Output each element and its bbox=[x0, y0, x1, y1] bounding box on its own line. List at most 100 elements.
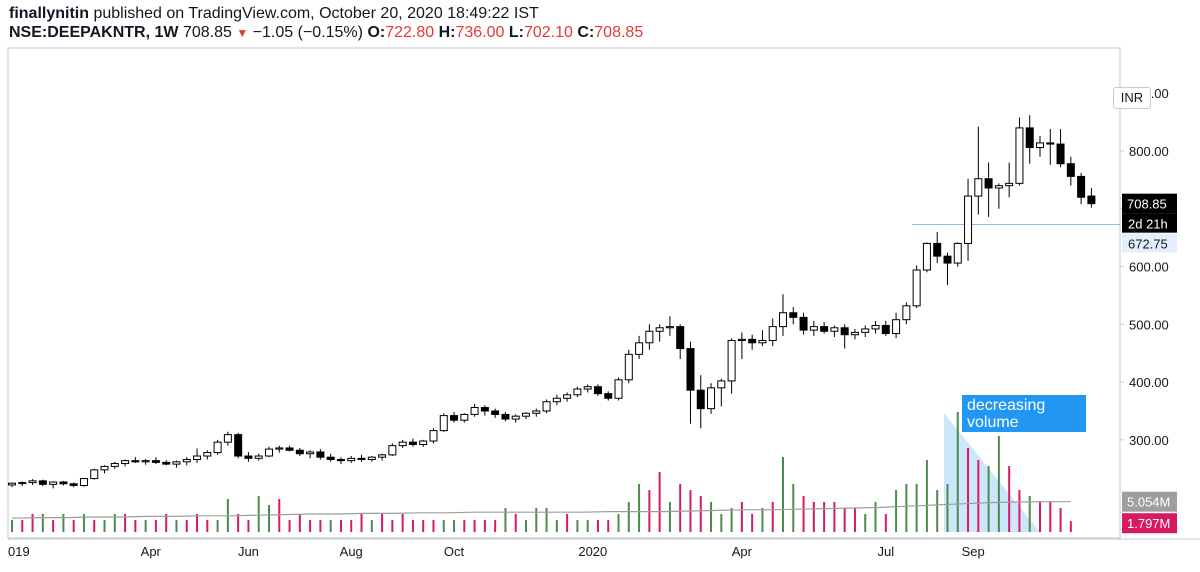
high-label: H: bbox=[438, 24, 456, 41]
candle-up bbox=[367, 456, 376, 460]
volume-bar bbox=[422, 520, 425, 532]
volume-bar bbox=[874, 502, 877, 532]
hline-price-label: 672.75 bbox=[1128, 237, 1168, 252]
volume-bar bbox=[607, 520, 610, 532]
candle-up bbox=[974, 178, 983, 197]
candle-up bbox=[110, 463, 119, 467]
volume-bar bbox=[11, 520, 13, 532]
volume-bar bbox=[843, 508, 846, 532]
candle-down bbox=[1056, 143, 1065, 165]
candle-up bbox=[511, 415, 520, 420]
candle-down bbox=[696, 389, 705, 410]
last-price-label: 708.85 bbox=[1127, 197, 1167, 212]
candle-down bbox=[491, 410, 500, 415]
candle-down bbox=[1087, 195, 1096, 205]
candle-up bbox=[892, 319, 901, 335]
candle-up bbox=[758, 339, 767, 344]
candle-up bbox=[850, 331, 859, 336]
volume-bar bbox=[483, 520, 486, 532]
volume-bar bbox=[699, 496, 702, 532]
y-tick-label: 600.00 bbox=[1129, 260, 1169, 275]
candle-up bbox=[347, 457, 356, 462]
volume-bar bbox=[627, 502, 630, 532]
volume-bar bbox=[268, 505, 270, 532]
candle-up bbox=[141, 460, 150, 463]
candle-up bbox=[573, 388, 582, 396]
candle-up bbox=[707, 387, 716, 410]
volume-ma-tag bbox=[1122, 491, 1177, 512]
publisher-line: finallynitin published on TradingView.co… bbox=[9, 5, 539, 23]
volume-bar bbox=[463, 520, 466, 532]
volume-bar bbox=[792, 484, 795, 532]
volume-bar bbox=[1018, 490, 1021, 532]
candle-up bbox=[624, 353, 633, 381]
volume-bars bbox=[11, 412, 1072, 532]
candle-down bbox=[480, 406, 489, 412]
candle-up bbox=[532, 410, 541, 414]
countdown-tag bbox=[1122, 213, 1177, 233]
candle-down bbox=[336, 458, 345, 462]
volume-bar bbox=[319, 520, 322, 532]
volume-ma-line bbox=[11, 501, 1071, 519]
candle-down bbox=[686, 348, 695, 391]
volume-bar bbox=[864, 514, 867, 532]
candle-up bbox=[213, 441, 222, 454]
candle-up bbox=[1015, 127, 1024, 184]
hline-price-tag bbox=[1122, 233, 1177, 253]
volume-bar bbox=[679, 484, 682, 532]
x-tick-label: Sep bbox=[962, 544, 985, 559]
volume-bar bbox=[668, 502, 671, 532]
candle-up bbox=[275, 447, 284, 450]
candle-up bbox=[1036, 142, 1044, 149]
volume-last-tag bbox=[1122, 513, 1177, 534]
candle-down bbox=[1066, 163, 1075, 177]
volume-bar bbox=[21, 520, 24, 532]
x-tick-label: Apr bbox=[732, 544, 753, 559]
candle-down bbox=[789, 312, 798, 318]
y-tick-label: 500.00 bbox=[1129, 317, 1169, 332]
candle-up bbox=[779, 312, 787, 328]
candle-up bbox=[809, 326, 818, 331]
volume-bar bbox=[977, 460, 980, 532]
volume-bar bbox=[586, 520, 589, 532]
volume-bar bbox=[1049, 502, 1052, 532]
annotation-line2: volume bbox=[967, 414, 1019, 431]
y-tick-label: 800.00 bbox=[1129, 144, 1169, 159]
volume-bar bbox=[185, 520, 188, 532]
candle-up bbox=[79, 478, 88, 486]
volume-bar bbox=[31, 514, 34, 532]
x-tick-label: 019 bbox=[8, 544, 30, 559]
candle-up bbox=[871, 324, 880, 330]
currency-button[interactable]: INR bbox=[1113, 87, 1151, 109]
volume-bar bbox=[1059, 508, 1062, 532]
volume-bar bbox=[812, 502, 815, 532]
candle-up bbox=[522, 412, 530, 417]
volume-bar bbox=[1028, 496, 1031, 532]
candle-down bbox=[357, 457, 366, 460]
volume-bar bbox=[925, 460, 928, 532]
volume-bar bbox=[494, 520, 497, 532]
volume-bar bbox=[514, 514, 517, 532]
volume-bar bbox=[596, 520, 599, 532]
volume-bar bbox=[710, 502, 713, 532]
publisher-user: finallynitin bbox=[9, 5, 89, 22]
candle-up bbox=[614, 379, 623, 399]
volume-bar bbox=[288, 520, 291, 532]
volume-bar bbox=[638, 484, 641, 532]
volume-bar bbox=[967, 448, 970, 532]
candle-down bbox=[984, 178, 993, 189]
candle-down bbox=[1025, 127, 1034, 149]
low-label: L: bbox=[508, 24, 524, 41]
volume-bar bbox=[298, 514, 301, 532]
volume-bar bbox=[442, 520, 445, 532]
volume-bar bbox=[1069, 521, 1072, 532]
volume-bar bbox=[761, 508, 764, 532]
candle-up bbox=[922, 242, 931, 271]
candle-up bbox=[265, 448, 273, 457]
volume-bar bbox=[473, 520, 476, 532]
candles bbox=[8, 115, 1096, 489]
candle-up bbox=[121, 460, 130, 465]
x-tick-label: Jul bbox=[877, 544, 894, 559]
y-tick-label: 400.00 bbox=[1129, 375, 1169, 390]
